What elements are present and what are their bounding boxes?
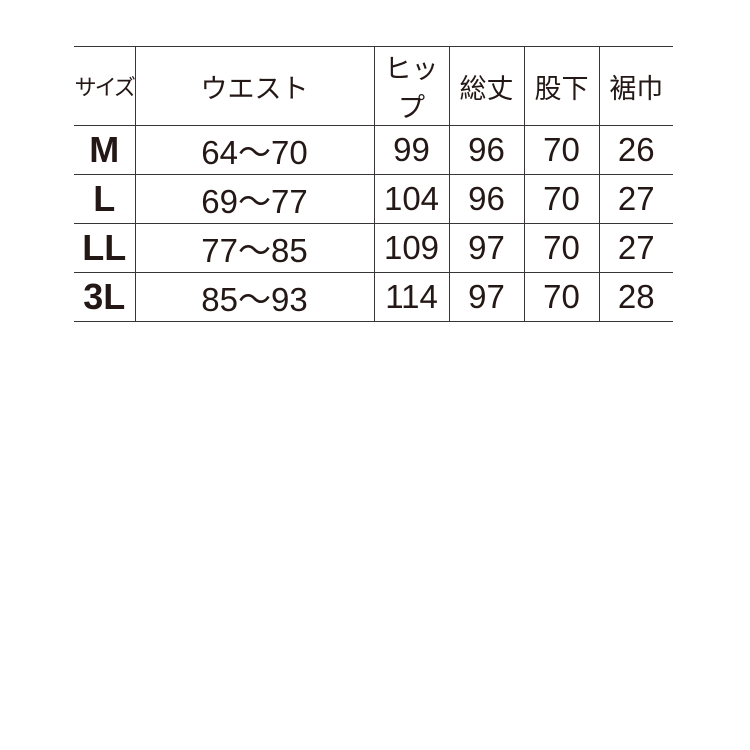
header-hip: ヒップ <box>373 46 449 126</box>
waist-cell: 77〜85 <box>134 223 374 273</box>
hem-width-cell: 27 <box>598 174 673 224</box>
inseam-cell: 70 <box>523 223 599 273</box>
hip-cell: 109 <box>373 223 449 273</box>
inseam-cell: 70 <box>523 174 599 224</box>
size-cell: 3L <box>74 272 135 322</box>
table-row: LL 77〜85 109 97 70 27 <box>74 223 673 273</box>
total-length-cell: 97 <box>448 272 524 322</box>
hip-cell: 114 <box>373 272 449 322</box>
header-waist: ウエスト <box>134 46 374 126</box>
size-cell: LL <box>74 223 135 273</box>
hem-width-cell: 27 <box>598 223 673 273</box>
inseam-cell: 70 <box>523 272 599 322</box>
header-row: サイズ ウエスト ヒップ 総丈 股下 裾巾 <box>74 46 673 126</box>
table-row: M 64〜70 99 96 70 26 <box>74 125 673 175</box>
inseam-cell: 70 <box>523 125 599 175</box>
total-length-cell: 96 <box>448 174 524 224</box>
hem-width-cell: 26 <box>598 125 673 175</box>
waist-cell: 64〜70 <box>134 125 374 175</box>
header-inseam: 股下 <box>523 46 599 126</box>
header-total-length: 総丈 <box>448 46 524 126</box>
size-cell: L <box>74 174 135 224</box>
hip-cell: 99 <box>373 125 449 175</box>
waist-cell: 69〜77 <box>134 174 374 224</box>
header-size: サイズ <box>74 46 136 126</box>
table-row: L 69〜77 104 96 70 27 <box>74 174 673 224</box>
total-length-cell: 97 <box>448 223 524 273</box>
size-cell: M <box>74 125 135 175</box>
waist-cell: 85〜93 <box>134 272 374 322</box>
table-row: 3L 85〜93 114 97 70 28 <box>74 272 673 322</box>
hem-width-cell: 28 <box>598 272 673 322</box>
total-length-cell: 96 <box>448 125 524 175</box>
size-chart-table: サイズ ウエスト ヒップ 総丈 股下 裾巾 M 64〜70 99 96 70 2… <box>74 46 673 322</box>
header-hem-width: 裾巾 <box>598 46 673 126</box>
hip-cell: 104 <box>373 174 449 224</box>
